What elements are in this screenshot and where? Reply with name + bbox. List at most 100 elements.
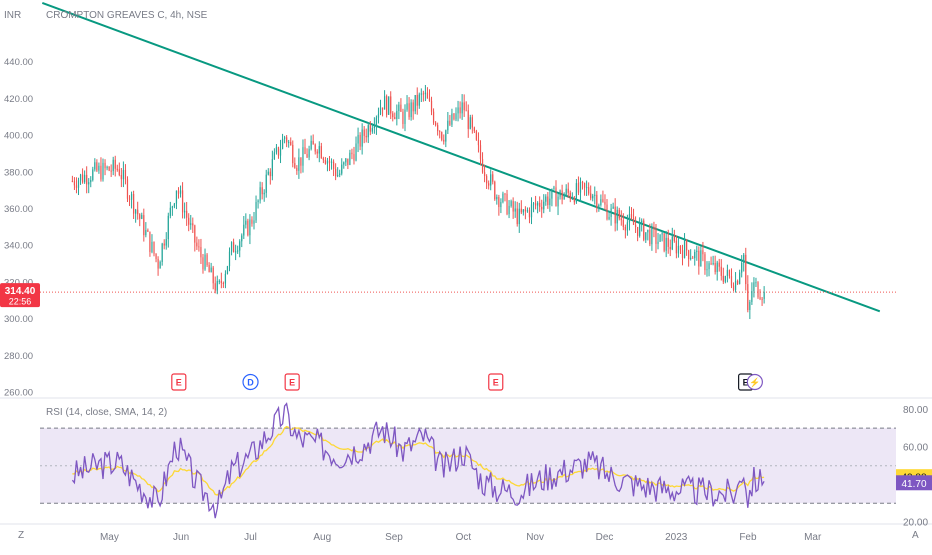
candle-body [222,282,225,284]
candle-body [343,162,345,165]
dividend-marker[interactable] [242,373,259,391]
candle-body [110,170,112,172]
candle-body [614,206,616,224]
candle-body [86,174,88,185]
candle-body [404,109,406,125]
candle-body [79,174,82,181]
candle-body [596,194,598,208]
candle-body [277,147,280,156]
candle-body [177,190,180,194]
candle-body [663,233,665,251]
candle-body [696,250,698,252]
candle-body [634,224,637,227]
candle-body [414,95,416,112]
candle-body [504,193,506,195]
candle-body [649,229,651,245]
time-axis-tick: Jun [173,532,189,543]
rsi-badge [896,475,932,491]
candle-body [261,187,263,195]
time-axis-tick: Jul [244,532,257,543]
candle-body [322,158,324,161]
candle-body [94,162,96,170]
candle-body [749,301,751,311]
corner-label-right[interactable]: A [912,530,919,541]
candle-body [147,230,149,232]
candle-body [226,266,229,274]
candle-body [230,242,233,252]
price-badge[interactable] [0,283,40,308]
candle-body [588,187,590,194]
corner-label-left[interactable]: Z [18,530,24,541]
earnings-marker[interactable] [488,373,504,391]
candle-body [349,152,351,165]
candle-body [698,250,700,267]
candle-body [220,280,222,283]
candle-body [473,127,475,132]
candle-body [120,175,122,180]
candle-body [302,147,304,166]
candle-body [494,181,496,200]
candle-body [539,202,541,207]
candle-body [239,241,241,251]
candle-body [751,291,753,302]
candle-body [104,162,106,169]
currency-label: INR [4,10,21,21]
candle-body [665,237,667,251]
earnings-marker[interactable] [171,373,187,391]
candle-body [208,265,210,273]
candle-body [577,183,580,193]
candle-body [549,198,551,206]
candle-body [722,275,724,282]
candle-body [632,217,635,225]
candle-body [196,242,198,247]
candle-body [247,220,249,236]
candle-body [585,187,588,189]
rsi-band [40,428,896,504]
candle-body [694,251,696,259]
candle-body [604,201,606,205]
rsi-indicator-title[interactable]: RSI (14, close, SMA, 14, 2) [46,407,167,418]
candle-body [606,204,608,220]
candle-body [724,275,726,282]
candle-body [488,183,490,186]
rsi-axis-tick: 60.00 [903,442,928,453]
candle-body [132,194,135,214]
candle-body [126,179,129,199]
event-label: E [743,378,749,388]
candle-body [449,120,451,125]
price-badge-value: 314.40 [5,286,36,297]
symbol-title[interactable]: CROMPTON GREAVES C, 4h, NSE [46,10,208,21]
candle-body [361,129,363,147]
candle-body [683,240,686,258]
candle-body [726,270,729,276]
candle-body [151,241,153,252]
candle-body [306,153,308,158]
candle-body [102,162,104,180]
candle-body [116,168,118,170]
candle-body [345,158,347,163]
candle-body [628,214,631,223]
candle-body [447,120,449,131]
candle-body [357,134,359,144]
trend-line[interactable] [41,2,881,313]
candle-body [620,218,622,221]
candle-body [259,187,261,201]
price-axis-tick: 280.00 [4,351,33,362]
earnings-marker[interactable] [284,373,300,391]
candle-body [481,158,484,173]
candle-body [194,225,196,243]
price-axis-tick: 260.00 [4,388,33,399]
candle-body [81,174,84,183]
candle-body [267,171,269,175]
candle-body [283,137,286,139]
split-marker[interactable] [746,373,763,391]
candle-body [763,292,765,299]
candle-body [418,94,420,106]
candle-body [320,146,322,159]
candle-body [288,141,290,143]
candle-body [308,149,310,158]
candle-body [318,146,320,154]
price-axis-tick: 420.00 [4,94,33,105]
